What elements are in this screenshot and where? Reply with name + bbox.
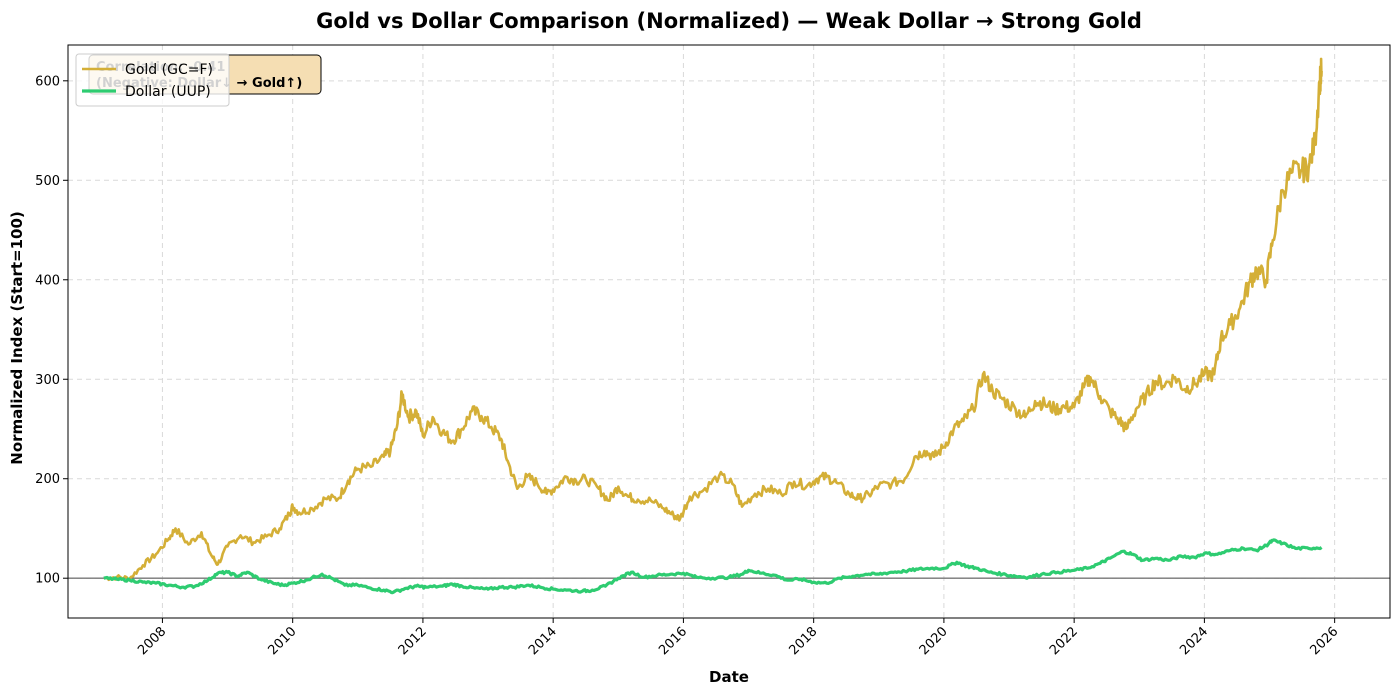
plot-frame: [67, 44, 1391, 619]
legend: Gold (GC=F) Dollar (UUP): [75, 53, 230, 107]
y-axis-label: Normalized Index (Start=100): [8, 211, 26, 464]
dollar-series-line: [103, 538, 1323, 595]
plot-area: 2008 2010 2012 2014 2016 2018 2020 2022 2024 2026…: [35, 44, 1391, 658]
legend-box: [75, 53, 230, 107]
y-tick-label: 200: [35, 472, 60, 487]
y-tick-label: 100: [35, 572, 60, 587]
x-axis-label: Date: [709, 668, 749, 686]
chart-title: Gold vs Dollar Comparison (Normalized) —…: [316, 9, 1142, 33]
legend-label-dollar: Dollar (UUP): [125, 84, 211, 100]
gold-series-line: [103, 57, 1323, 582]
y-tick-label: 400: [35, 273, 60, 288]
legend-label-gold: Gold (GC=F): [125, 62, 213, 78]
y-tick-label: 600: [35, 74, 60, 89]
y-tick-label: 500: [35, 174, 60, 189]
y-tick-label: 300: [35, 373, 60, 388]
